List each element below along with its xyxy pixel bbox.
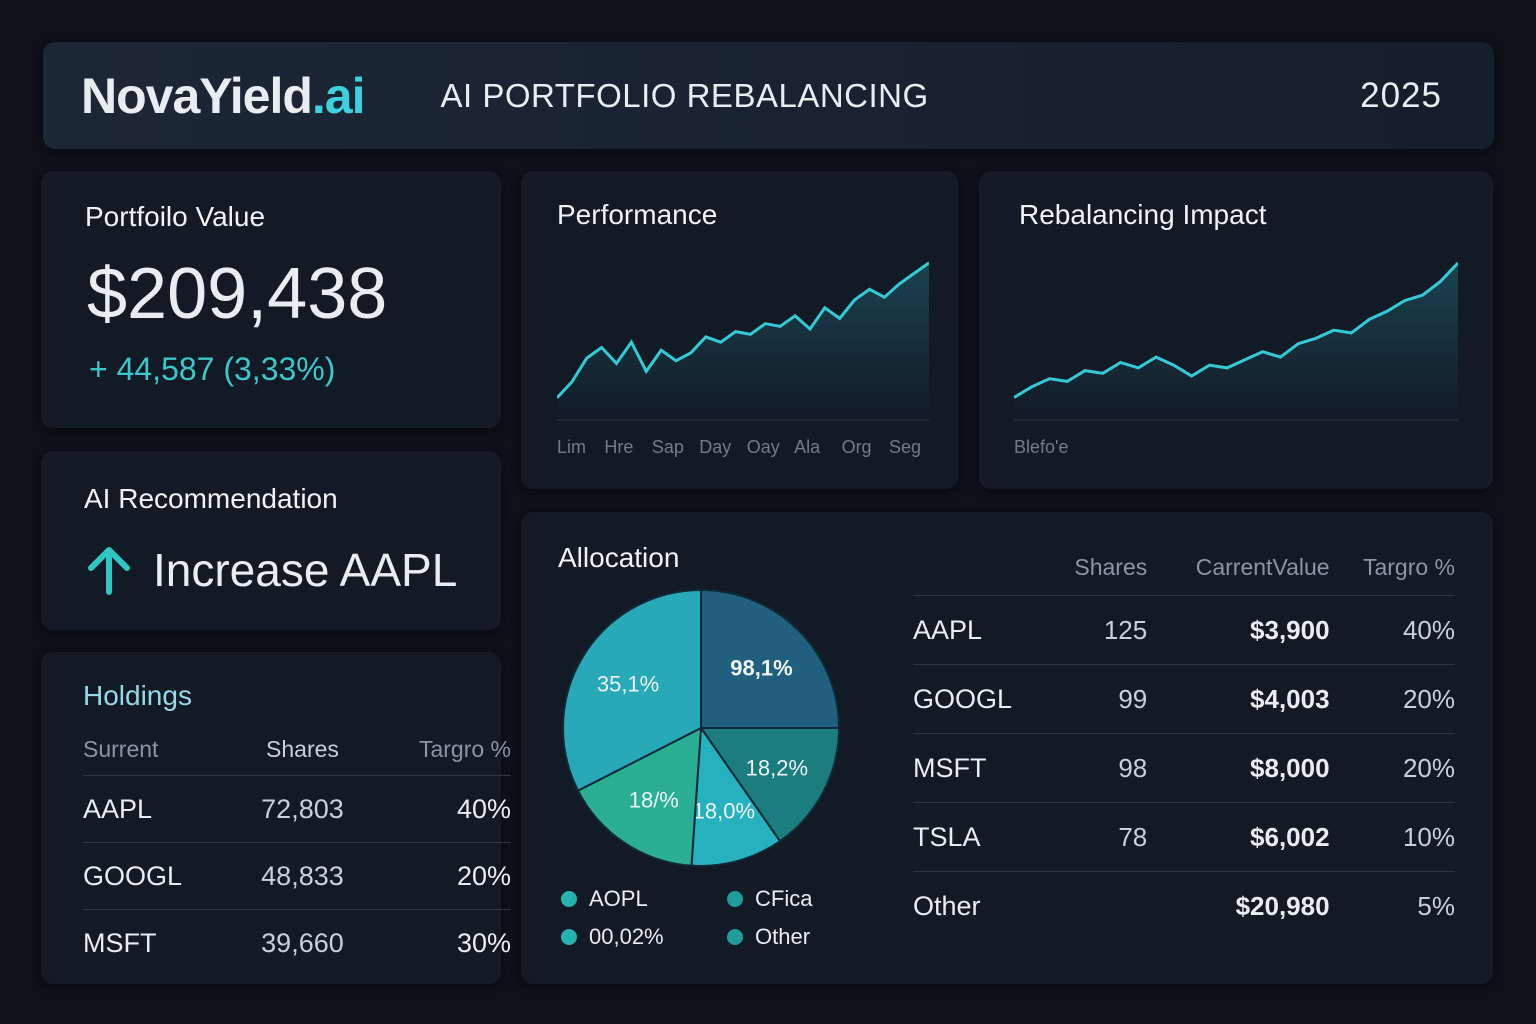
page-title: AI PORTFOLIO REBALANCING xyxy=(440,76,929,114)
pie-slice[interactable] xyxy=(562,588,702,792)
x-tick-label: Oay xyxy=(746,437,780,457)
card-title: Rebalancing Impact xyxy=(1019,199,1267,230)
logo: NovaYield.ai xyxy=(81,67,365,124)
portfolio-value: $209,438 xyxy=(87,254,388,334)
column-header: Shares xyxy=(1047,550,1148,596)
table-row[interactable]: GOOGL 48,833 20% xyxy=(83,842,511,910)
pie-legend: AOPL CFica 00,02% Other xyxy=(561,886,847,950)
pie-slice[interactable] xyxy=(700,588,841,729)
table-row[interactable]: MSFT 98 $8,000 20% xyxy=(913,733,1455,803)
series-line xyxy=(1014,261,1458,399)
allocation-table: Shares CarrentValue Targro % AAPL 125 $3,900… xyxy=(913,550,1455,940)
table-row[interactable]: AAPL 72,803 40% xyxy=(83,775,511,843)
x-tick-label: Lim xyxy=(557,437,587,457)
table-row[interactable]: Other $20,980 5% xyxy=(913,891,1455,921)
card-title: Holdings xyxy=(83,680,192,711)
area-fill xyxy=(1014,262,1458,421)
card-title: Performance xyxy=(557,199,718,230)
column-header: Surrent xyxy=(83,732,238,776)
recommendation-text: Increase AAPL xyxy=(153,544,458,596)
pie-slice[interactable] xyxy=(690,725,782,867)
column-header: CarrentValue xyxy=(1147,550,1330,596)
column-header: Targro % xyxy=(1329,550,1455,596)
card-title: AI Recommendation xyxy=(84,483,338,514)
column-header: Targro % xyxy=(367,732,511,776)
x-tick-label: Seg xyxy=(889,437,922,457)
table-row[interactable]: GOOGL 99 $4,003 20% xyxy=(913,664,1455,734)
performance-card: Performance Lim Hre Sap Day Oay Ala Org Seg xyxy=(521,171,958,489)
table-row[interactable]: TSLA 78 $6,002 10% xyxy=(913,802,1455,872)
card-title: Allocation xyxy=(558,542,680,573)
portfolio-change: + 44,587 (3,33%) xyxy=(89,351,336,387)
series-line xyxy=(557,261,929,399)
legend-item: AOPL xyxy=(561,886,727,912)
header-bar: NovaYield.ai AI PORTFOLIO REBALANCING 20… xyxy=(43,42,1494,149)
slice-label: 98,1% xyxy=(730,655,792,680)
portfolio-value-card: Portfoilo Value $209,438 + 44,587 (3,33%… xyxy=(41,171,501,428)
pie-slice[interactable] xyxy=(699,727,841,843)
holdings-table: Surrent Shares Targro % AAPL 72,803 40% GOOG… xyxy=(83,732,511,976)
legend-item: Other xyxy=(727,924,847,950)
x-tick-label: Blefo'e xyxy=(1014,437,1069,457)
slice-label: 35,1% xyxy=(597,671,659,696)
allocation-pie-chart: 98,1% 18,2% 18,0% 18/% 35,1% xyxy=(562,588,841,867)
x-tick-label: Hre xyxy=(604,437,634,457)
holdings-card: Holdings Surrent Shares Targro % AAPL 72,80… xyxy=(41,652,511,984)
performance-chart xyxy=(557,261,929,421)
table-row[interactable]: MSFT 39,660 30% xyxy=(83,928,511,958)
x-tick-label: Ala xyxy=(794,437,821,457)
slice-label: 18/% xyxy=(629,787,679,812)
recommendation-card: AI Recommendation Increase AAPL xyxy=(41,451,501,630)
rebalancing-chart xyxy=(1014,261,1458,421)
x-tick-label: Sap xyxy=(651,437,684,457)
legend-item: 00,02% xyxy=(561,924,727,950)
year-label: 2025 xyxy=(1360,75,1442,115)
arrow-up-icon xyxy=(88,547,130,595)
legend-item: CFica xyxy=(727,886,847,912)
x-tick-label: Org xyxy=(841,437,872,457)
slice-label: 18,0% xyxy=(693,798,755,823)
slice-label: 18,2% xyxy=(746,756,808,781)
column-header: Shares xyxy=(237,732,368,776)
area-fill xyxy=(557,262,929,421)
x-tick-label: Day xyxy=(699,437,732,457)
rebalancing-card: Rebalancing Impact Blefo'e xyxy=(979,171,1493,489)
allocation-card: Allocation 98,1% 18,2% 18,0% 18/% 35,1% AOPL… xyxy=(521,512,1493,984)
pie-slice[interactable] xyxy=(576,726,703,867)
table-row[interactable]: AAPL 125 $3,900 40% xyxy=(913,595,1455,665)
card-title: Portfoilo Value xyxy=(85,201,266,232)
